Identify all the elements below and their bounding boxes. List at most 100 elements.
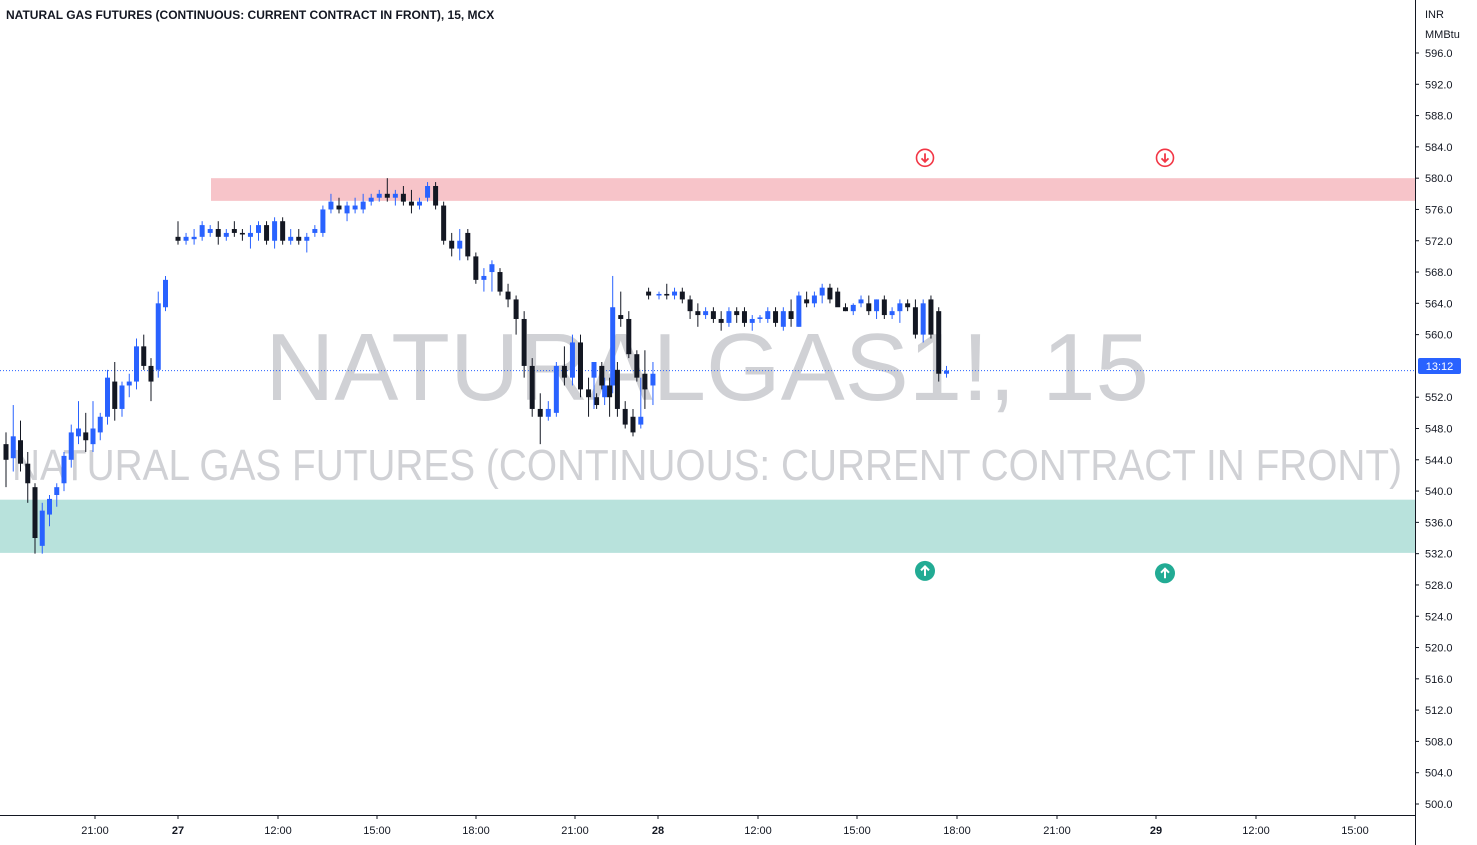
price-tick-label: 540.0: [1425, 486, 1453, 498]
price-tick-label: 580.0: [1425, 173, 1453, 185]
candle-body: [897, 303, 903, 312]
time-tick-label: 29: [1150, 825, 1162, 837]
candle: [561, 346, 567, 386]
candle-body: [481, 275, 487, 280]
candle-body: [687, 299, 693, 312]
candle: [239, 229, 245, 241]
marker-arrow: [920, 153, 930, 164]
candle: [417, 197, 422, 210]
arrow-down-circle-icon[interactable]: [1155, 148, 1175, 168]
price-axis-ticks[interactable]: 596.0 592.0 588.0 584.0 580.0 576.0 572.0 568.0…: [1415, 48, 1453, 811]
candle-body: [874, 299, 880, 312]
time-tick-label: 28: [652, 825, 664, 837]
candle-body: [607, 385, 613, 398]
candle: [126, 373, 132, 398]
candle: [336, 197, 342, 214]
candle-body: [537, 408, 543, 417]
candle: [392, 189, 398, 206]
candle: [457, 229, 463, 261]
candle: [630, 408, 636, 437]
candle-body: [344, 205, 350, 214]
candle-body: [545, 408, 551, 417]
candle-body: [457, 240, 463, 249]
candle-body: [827, 287, 833, 300]
candle-body: [599, 365, 605, 386]
candle-body: [207, 229, 213, 233]
candle-body: [718, 318, 724, 323]
arrow-down-circle-icon[interactable]: [915, 148, 935, 168]
candle-body: [773, 311, 779, 323]
candle-body: [408, 201, 414, 206]
price-tick-label: 500.0: [1425, 799, 1453, 811]
candle: [734, 307, 740, 323]
candle-body: [392, 193, 398, 198]
time-tick-label: 12:00: [1242, 825, 1270, 837]
price-tick-label: 516.0: [1425, 674, 1453, 686]
candle: [18, 420, 23, 472]
candle-body: [441, 205, 447, 241]
watermark-description: NATURAL GAS FUTURES (CONTINUOUS: CURRENT…: [12, 441, 1402, 490]
support-zone[interactable]: [0, 499, 1415, 553]
candle-body: [780, 311, 786, 327]
arrow-up-circle-icon[interactable]: [915, 560, 935, 581]
candle-body: [231, 229, 237, 233]
watermark-symbol: NATURALGAS1!, 15: [265, 314, 1149, 421]
candle-body: [489, 264, 495, 273]
candle: [175, 221, 181, 245]
candle: [594, 393, 600, 409]
candle: [47, 494, 52, 527]
candle: [288, 229, 294, 245]
candle-body: [433, 185, 439, 206]
candle-body: [68, 432, 74, 460]
candle-body: [336, 205, 342, 210]
candle-body: [569, 342, 575, 378]
candle: [105, 369, 110, 425]
time-tick-label: 18:00: [943, 825, 971, 837]
candle: [155, 291, 161, 378]
price-tick-label: 508.0: [1425, 736, 1453, 748]
candle: [757, 315, 763, 323]
candle: [537, 393, 543, 445]
candle-body: [703, 311, 709, 316]
candle-body: [384, 193, 390, 198]
candle-body: [626, 318, 632, 355]
candle-body: [811, 295, 817, 304]
candle: [703, 307, 709, 319]
candle: [148, 358, 154, 402]
candle: [780, 307, 786, 331]
candle: [272, 217, 278, 249]
candle: [191, 229, 197, 245]
candle-body: [155, 303, 161, 370]
time-axis-ticks[interactable]: 21:00 27 12:00 15:00 18:00 21:00 28 12:00 15:00 1…: [81, 815, 1369, 837]
candle: [481, 268, 487, 292]
candle-body: [90, 428, 96, 445]
candle-body: [256, 225, 261, 233]
candle: [344, 201, 350, 222]
candle: [400, 185, 406, 206]
candle-body: [646, 291, 652, 296]
resistance-zone[interactable]: [211, 178, 1415, 201]
candle: [741, 307, 747, 327]
candle-body: [866, 303, 872, 312]
candle: [25, 451, 31, 503]
candle-body: [376, 193, 382, 198]
candle-body: [32, 487, 38, 539]
candle: [569, 334, 575, 386]
candle-body: [672, 291, 678, 296]
candle-body: [850, 304, 856, 312]
candle: [441, 201, 447, 245]
price-tick-label: 576.0: [1425, 204, 1453, 216]
candle: [376, 189, 382, 202]
arrow-up-circle-icon[interactable]: [1155, 563, 1175, 584]
candle-body: [148, 365, 154, 382]
candle-body: [529, 365, 535, 409]
candle: [39, 502, 45, 554]
candle-body: [920, 303, 926, 335]
time-tick-label: 21:00: [81, 825, 109, 837]
candle-body: [943, 370, 949, 374]
candle-body: [928, 299, 934, 335]
candle-body: [141, 346, 147, 366]
candle: [866, 295, 872, 316]
